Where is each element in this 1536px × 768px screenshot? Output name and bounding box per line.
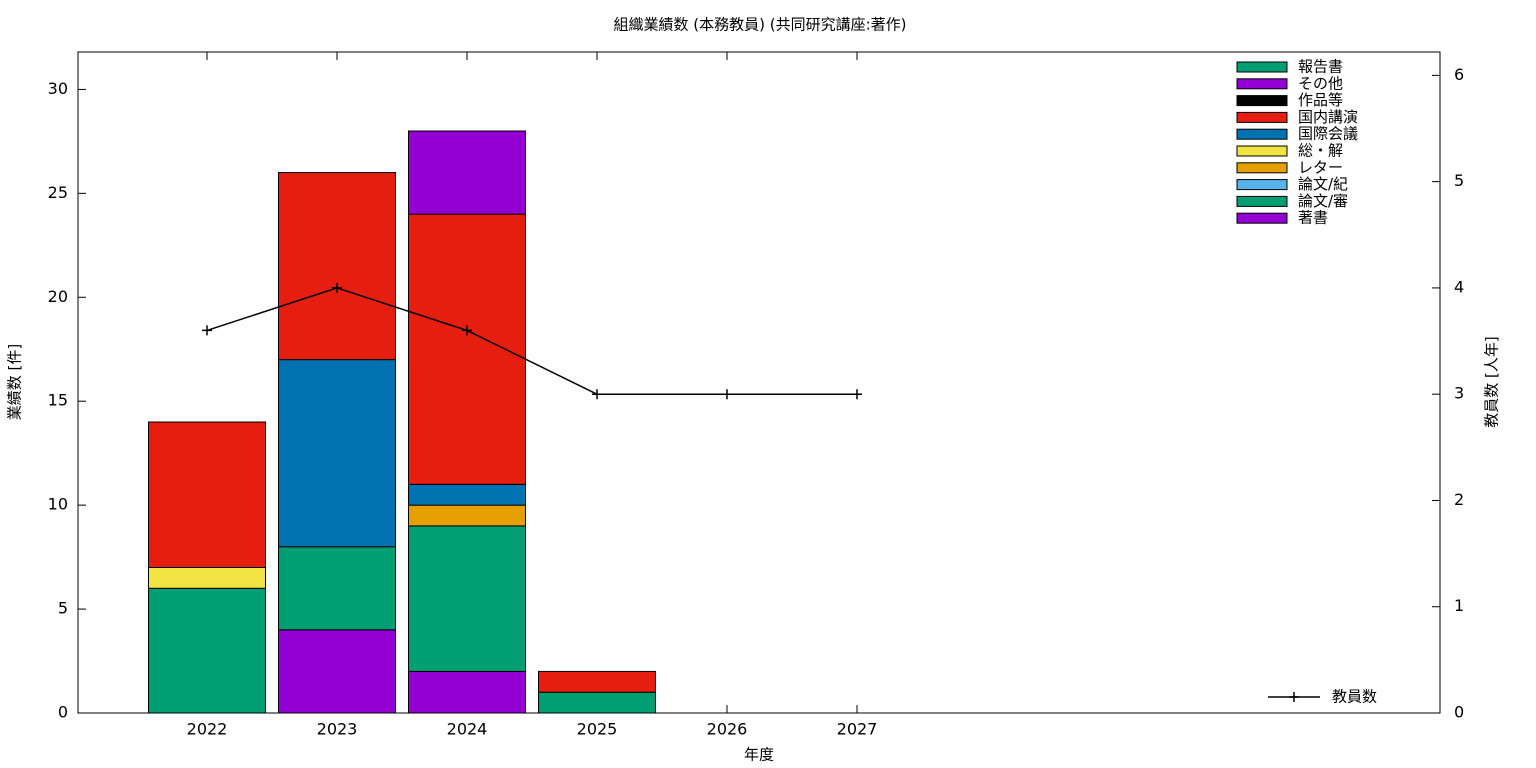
bar-segment	[278, 546, 396, 631]
bar-segment	[538, 670, 656, 693]
line-marker	[202, 325, 212, 336]
bar-segment	[408, 504, 526, 527]
bar-segment	[278, 629, 396, 714]
legend-swatch	[1236, 61, 1288, 73]
legend-marker	[1289, 692, 1299, 702]
line-marker	[722, 389, 732, 400]
legend-swatch	[1236, 128, 1288, 140]
bar-segment	[148, 566, 266, 589]
x-axis-label: 年度	[744, 746, 774, 764]
legend-label: 国際会議	[1298, 125, 1358, 143]
y-tick-label: 15	[48, 391, 68, 410]
legend-swatch	[1236, 78, 1288, 90]
y2-tick-label: 4	[1454, 277, 1464, 296]
legend-swatch	[1236, 145, 1288, 157]
line-marker	[332, 282, 342, 293]
y2-tick-label: 5	[1454, 171, 1464, 190]
legend-label: 作品等	[1298, 91, 1343, 109]
legend-swatch	[1236, 179, 1288, 191]
legend-label: レター	[1298, 158, 1343, 176]
line-marker	[592, 389, 602, 400]
y-tick-label: 0	[58, 703, 68, 722]
bar-segment	[408, 130, 526, 215]
y2-tick-label: 2	[1454, 490, 1464, 509]
x-tick-label: 2026	[707, 720, 748, 739]
y-tick-label: 20	[48, 287, 68, 306]
legend-label: 総・解	[1298, 142, 1343, 160]
bar-segment	[148, 421, 266, 568]
x-tick-label: 2025	[577, 720, 618, 739]
legend-swatch	[1236, 195, 1288, 207]
x-tick-label: 2024	[447, 720, 488, 739]
y2-tick-label: 6	[1454, 65, 1464, 84]
legend-swatch	[1236, 95, 1288, 107]
legend-label: 論文/紀	[1298, 175, 1348, 193]
y-axis-label: 業績数 [件]	[6, 344, 24, 420]
legend-label: 国内講演	[1298, 108, 1358, 126]
bar-segment	[408, 213, 526, 485]
bar-segment	[408, 670, 526, 714]
legend-label: 著書	[1298, 209, 1328, 227]
line-series	[206, 287, 857, 395]
legend-label: 教員数	[1332, 688, 1377, 706]
bar-segment	[278, 359, 396, 548]
legend-label: 報告書	[1298, 58, 1343, 76]
legend-swatch	[1236, 162, 1288, 174]
legend-swatch	[1236, 212, 1288, 224]
bar-segment	[148, 587, 266, 714]
y-tick-label: 25	[48, 183, 68, 202]
legend-label: 論文/審	[1298, 192, 1348, 210]
bar-segment	[278, 172, 396, 361]
plot-frame	[77, 51, 1441, 714]
legend-swatch	[1236, 111, 1288, 123]
y2-axis-label: 教員数 [人年]	[1483, 336, 1501, 427]
bar-segment	[538, 691, 656, 714]
y2-tick-label: 0	[1454, 703, 1464, 722]
line-marker	[462, 325, 472, 336]
y-tick-label: 30	[48, 79, 68, 98]
chart-title: 組織業績数 (本務教員) (共同研究講座:著作)	[614, 16, 907, 34]
y2-tick-label: 1	[1454, 596, 1464, 615]
x-tick-label: 2022	[187, 720, 228, 739]
x-tick-label: 2023	[317, 720, 358, 739]
y-tick-label: 5	[58, 599, 68, 618]
bar-segment	[408, 525, 526, 672]
y-tick-label: 10	[48, 495, 68, 514]
legend-label: その他	[1298, 74, 1343, 92]
bar-segment	[408, 483, 526, 506]
x-tick-label: 2027	[837, 720, 878, 739]
y2-tick-label: 3	[1454, 384, 1464, 403]
line-marker	[852, 389, 862, 400]
